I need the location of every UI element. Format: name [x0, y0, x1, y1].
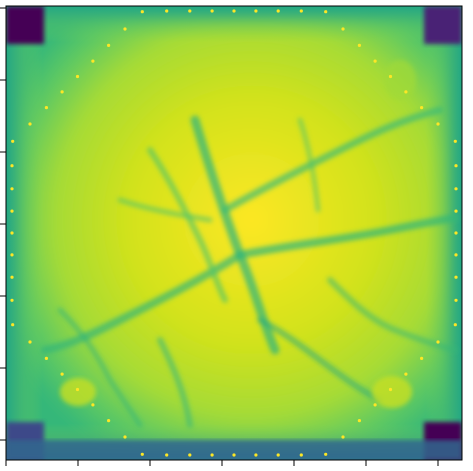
ring-dot — [10, 275, 14, 279]
ring-dot — [357, 419, 361, 423]
ring-dot — [60, 372, 64, 376]
ring-dot — [404, 372, 408, 376]
ring-dot — [60, 90, 64, 94]
ring-dot — [123, 27, 127, 31]
ring-dot — [454, 209, 458, 213]
corner-dark-tr — [424, 6, 462, 44]
ring-dot — [436, 122, 440, 126]
y-axis-ticks — [0, 7, 6, 441]
ring-dot — [11, 323, 15, 327]
ring-dot — [75, 74, 80, 79]
ring-dot — [341, 27, 345, 31]
ring-dot — [388, 74, 393, 79]
ring-dot — [91, 59, 95, 63]
ring-dot — [373, 403, 377, 407]
ring-dot — [123, 435, 127, 439]
bright-blob-left — [60, 378, 96, 406]
ring-dot — [420, 106, 424, 110]
ring-dot — [11, 139, 15, 143]
ring-dot — [210, 453, 214, 457]
bright-blob-right — [372, 376, 412, 408]
ring-dot — [341, 435, 345, 439]
ring-dot — [299, 453, 303, 457]
ring-dot — [454, 164, 458, 168]
ring-dot — [454, 275, 458, 279]
ring-dot — [10, 231, 14, 235]
ring-dot — [10, 164, 14, 168]
ring-dot — [420, 356, 424, 360]
vessel-network — [41, 106, 459, 428]
heatmap-image — [6, 6, 462, 460]
ring-dot — [140, 452, 144, 456]
ring-dot — [453, 323, 457, 327]
ring-dot — [299, 9, 303, 13]
x-axis-ticks — [5, 460, 439, 466]
ring-dot — [436, 340, 440, 344]
corner-dark-tl — [6, 6, 44, 44]
ring-dot — [91, 403, 95, 407]
ring-dot — [28, 122, 32, 126]
ring-dot — [210, 9, 214, 13]
ring-dot — [188, 9, 192, 13]
ring-dot — [454, 187, 458, 191]
ring-dot — [107, 43, 111, 48]
ring-dot — [232, 9, 236, 13]
ring-dot — [324, 10, 328, 14]
ring-dot — [454, 253, 458, 257]
ring-dot — [107, 419, 111, 423]
ring-dot — [373, 59, 377, 63]
ring-dot — [454, 231, 458, 235]
ring-dot — [75, 387, 80, 392]
ring-dot — [404, 90, 408, 94]
ring-dot — [188, 453, 192, 457]
ring-dot — [454, 298, 458, 302]
ring-dot — [324, 452, 328, 456]
ring-dot — [165, 9, 169, 13]
ring-dot — [254, 9, 258, 13]
ring-dot — [140, 10, 144, 14]
ring-dot — [44, 356, 49, 360]
ring-dot — [276, 9, 280, 13]
ring-dot — [357, 43, 361, 48]
ring-dot — [10, 209, 14, 213]
ring-dot — [232, 453, 236, 457]
ring-dot — [165, 453, 169, 457]
ring-dot — [10, 298, 14, 302]
ring-dot — [276, 453, 280, 457]
ring-dot — [10, 253, 14, 257]
ring-dot — [388, 387, 393, 392]
ring-dot — [28, 340, 32, 344]
bright-blob-top-right — [384, 60, 416, 100]
ring-dot — [453, 139, 457, 143]
ring-dot — [10, 187, 14, 191]
dotted-ring — [10, 9, 458, 457]
axes-frame — [5, 5, 463, 461]
ring-dot — [254, 453, 258, 457]
ring-dot — [44, 106, 49, 110]
bottom-dark-band — [6, 440, 462, 460]
